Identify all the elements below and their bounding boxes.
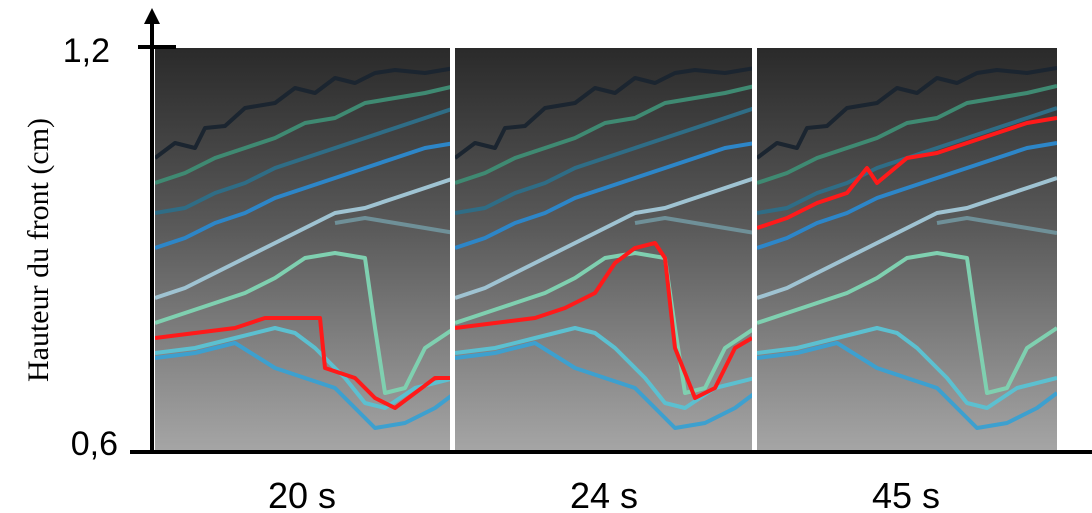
panel [757,48,1057,450]
panel-label: 20 s [268,475,336,513]
panel-label: 24 s [570,475,638,513]
axis-label: Hauteur du front (cm) [22,118,55,382]
tick-label: 0,6 [71,425,118,463]
tick-label: 1,2 [63,32,110,70]
panel-label: 45 s [872,475,940,513]
panel [155,48,450,450]
axes [130,20,1092,454]
axis-arrow [144,8,160,24]
panel [455,48,752,450]
